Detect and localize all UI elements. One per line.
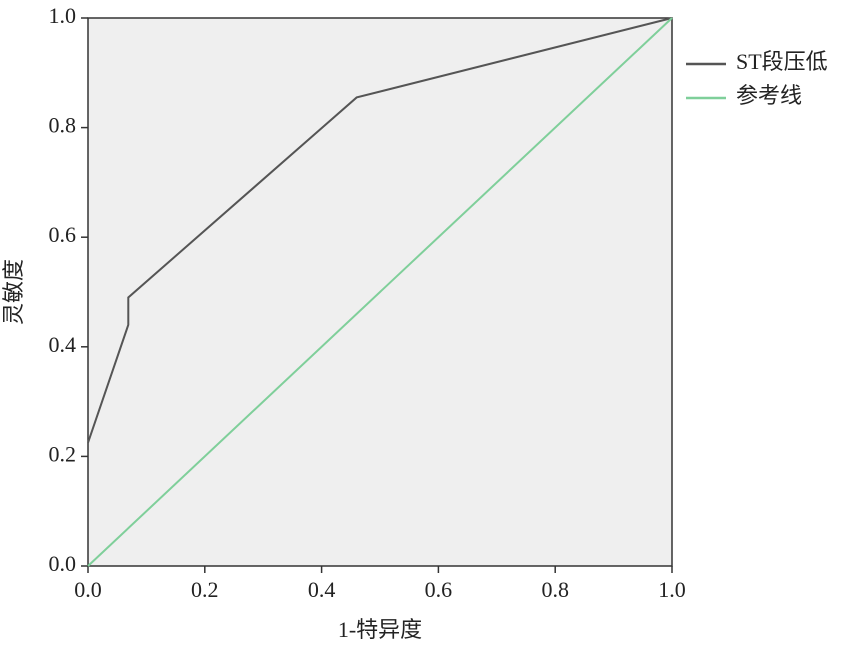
line (87, 17, 673, 444)
x-tick-label: 1.0 (658, 577, 686, 602)
x-axis-label: 1-特异度 (338, 617, 422, 642)
legend-label: ST段压低 (736, 49, 828, 74)
y-axis-label: 灵敏度 (1, 259, 26, 325)
y-tick-label: 1.0 (49, 3, 77, 28)
y-tick-label: 0.6 (49, 222, 77, 247)
y-tick-label: 0.0 (49, 551, 77, 576)
y-tick-label: 0.8 (49, 113, 77, 138)
line (87, 17, 673, 567)
x-tick-label: 0.0 (74, 577, 102, 602)
legend-label: 参考线 (736, 83, 802, 108)
x-tick-label: 0.4 (308, 577, 336, 602)
y-tick-label: 0.2 (49, 441, 77, 466)
x-tick-label: 0.2 (191, 577, 219, 602)
y-tick-label: 0.4 (49, 332, 77, 357)
x-tick-label: 0.6 (425, 577, 453, 602)
x-tick-label: 0.8 (541, 577, 569, 602)
